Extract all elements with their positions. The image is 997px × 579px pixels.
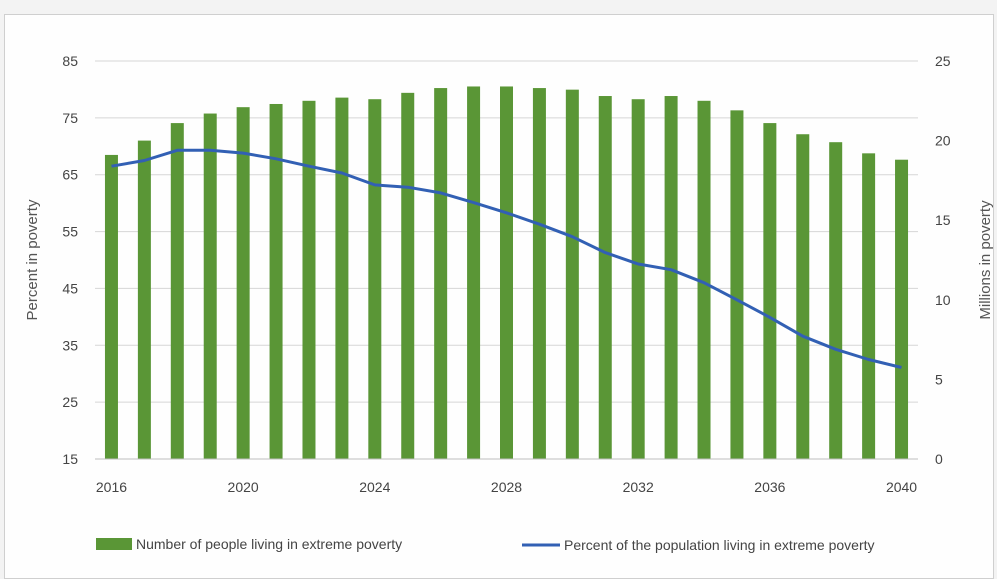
y-left-tick-label: 65	[62, 167, 78, 183]
y-left-axis-title: Percent in poverty	[24, 199, 41, 320]
bar	[434, 88, 448, 460]
bar	[203, 113, 217, 459]
bar	[500, 86, 513, 460]
bar	[368, 99, 382, 459]
bar	[895, 159, 909, 460]
y-right-tick-label: 5	[935, 371, 943, 387]
bar	[598, 96, 612, 460]
y-right-tick-label: 15	[935, 212, 951, 228]
bar	[763, 123, 777, 459]
y-left-tick-label: 45	[62, 280, 78, 296]
bar	[335, 97, 349, 459]
bar	[401, 92, 415, 459]
y-left-tick-label: 15	[62, 451, 78, 467]
x-tick-label: 2020	[228, 479, 259, 495]
bar	[532, 88, 546, 460]
x-tick-label: 2040	[886, 479, 917, 495]
x-tick-label: 2024	[359, 479, 390, 495]
x-tick-label: 2016	[96, 479, 127, 495]
legend-label-bars: Number of people living in extreme pover…	[136, 536, 402, 552]
y-right-tick-label: 0	[935, 451, 943, 467]
y-left-tick-label: 55	[62, 224, 78, 240]
bar	[796, 134, 810, 459]
y-left-tick-label: 75	[62, 110, 78, 126]
chart-frame	[4, 14, 994, 579]
y-right-axis-title: Millions in poverty	[977, 200, 994, 320]
bar	[467, 86, 481, 460]
y-left-tick-label: 35	[62, 337, 78, 353]
bar	[565, 89, 579, 459]
legend-label-line: Percent of the population living in extr…	[564, 537, 875, 553]
bar	[170, 123, 184, 459]
y-left-tick-label: 25	[62, 394, 78, 410]
y-right-tick-label: 10	[935, 292, 951, 308]
x-tick-label: 2032	[623, 479, 654, 495]
bar	[104, 154, 118, 460]
y-right-tick-label: 20	[935, 133, 951, 149]
y-left-tick-label: 85	[62, 53, 78, 69]
x-tick-label: 2036	[754, 479, 785, 495]
bar	[862, 153, 876, 459]
bar	[269, 103, 283, 459]
bar	[631, 99, 645, 459]
bar	[302, 100, 316, 460]
legend-swatch-bars	[96, 538, 132, 550]
y-right-tick-label: 25	[935, 53, 951, 69]
bar	[730, 110, 744, 460]
bar	[664, 96, 678, 460]
bar	[236, 107, 250, 459]
bar	[137, 140, 151, 459]
bar	[697, 100, 711, 460]
bar	[829, 142, 843, 459]
series-line-percent	[111, 148, 902, 369]
x-tick-label: 2028	[491, 479, 522, 495]
